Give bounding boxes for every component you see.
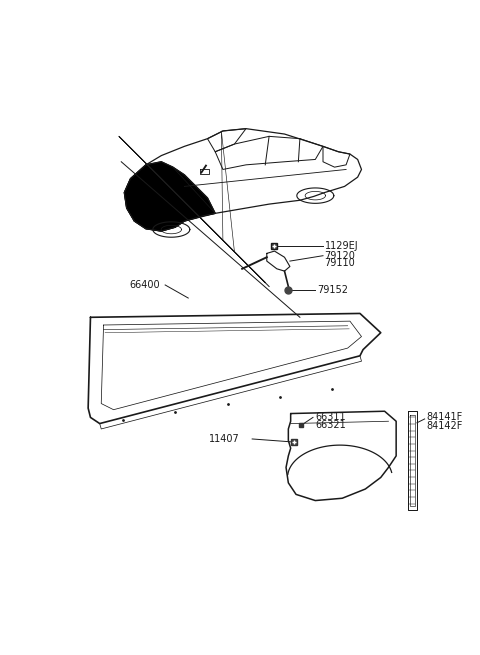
Text: 79120: 79120 <box>324 251 355 261</box>
Text: 66321: 66321 <box>315 420 346 430</box>
Text: 66311: 66311 <box>315 413 346 422</box>
Text: 79152: 79152 <box>317 284 348 295</box>
Text: 84142F: 84142F <box>426 421 463 431</box>
Text: 1129EJ: 1129EJ <box>324 240 358 251</box>
Text: 66400: 66400 <box>129 280 159 290</box>
Text: 11407: 11407 <box>209 434 240 444</box>
Text: 79110: 79110 <box>324 257 355 268</box>
Polygon shape <box>124 162 215 231</box>
Text: 84141F: 84141F <box>426 413 462 422</box>
